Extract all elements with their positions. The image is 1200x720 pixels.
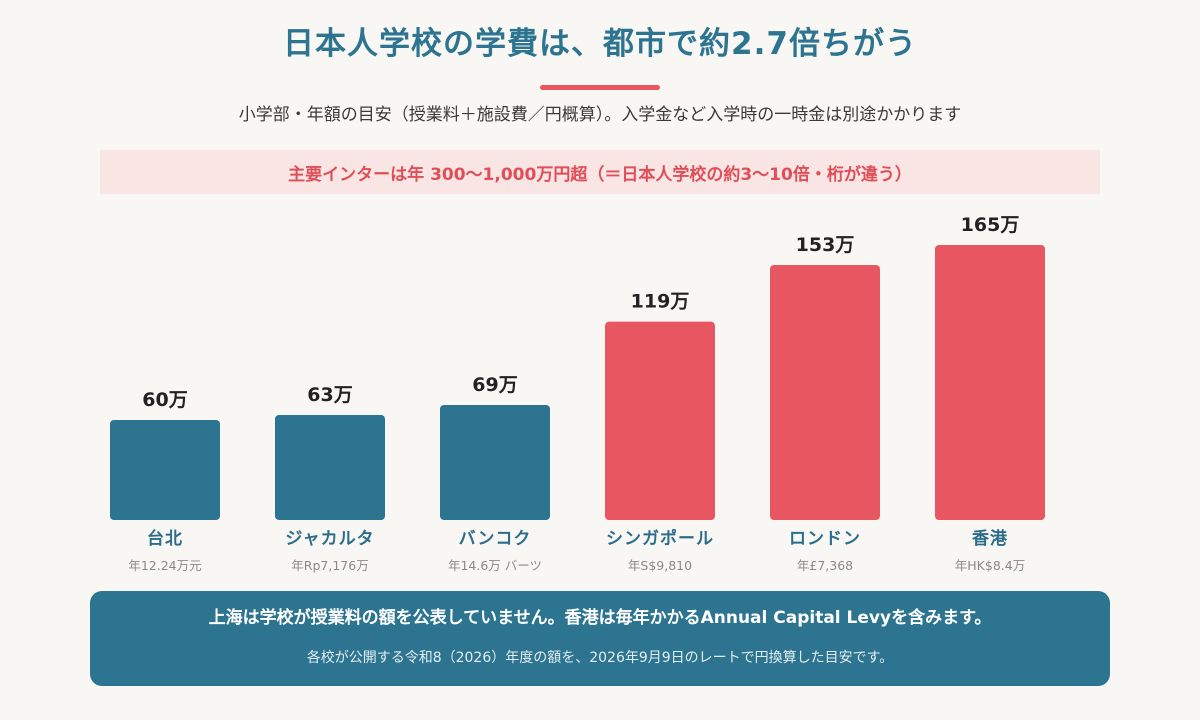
value-label-2: 63万: [307, 384, 352, 406]
chart-title: 日本人学校の学費は、都市で約2.7倍ちがう: [283, 26, 917, 62]
category-label-4: シンガポール: [606, 528, 714, 549]
bar-5: [770, 265, 880, 520]
footer-note-box: 上海は学校が授業料の額を公表していません。香港は毎年かかるAnnual Capi…: [90, 591, 1110, 686]
title-accent-line: [540, 85, 660, 90]
local-amount-5: 年£7,368: [797, 558, 853, 573]
value-label-6: 165万: [961, 214, 1020, 236]
category-label-5: ロンドン: [789, 529, 861, 549]
banner-text: 主要インターは年 300〜1,000万円超（＝日本人学校の約3〜10倍・桁が違う…: [288, 164, 912, 185]
highlight-banner: 主要インターは年 300〜1,000万円超（＝日本人学校の約3〜10倍・桁が違う…: [100, 150, 1100, 194]
category-label-3: バンコク: [459, 529, 532, 549]
bar-6: [935, 245, 1045, 520]
value-label-5: 153万: [796, 234, 855, 256]
footer-sub-note: 各校が公開する令和8（2026）年度の額を、2026年9月9日のレートで円換算し…: [306, 650, 894, 666]
bar-4: [605, 321, 715, 520]
bar-1: [110, 420, 220, 520]
bar-3: [440, 405, 550, 520]
local-amount-2: 年Rp7,176万: [291, 558, 368, 573]
local-amount-4: 年S$9,810: [628, 558, 692, 573]
bar-2: [275, 415, 385, 520]
footer-main-note: 上海は学校が授業料の額を公表していません。香港は毎年かかるAnnual Capi…: [208, 608, 992, 628]
local-amount-6: 年HK$8.4万: [955, 558, 1025, 573]
chart-subtitle: 小学部・年額の目安（授業料＋施設費／円概算）。入学金など入学時の一時金は別途かか…: [238, 105, 962, 125]
value-label-4: 119万: [631, 291, 690, 313]
value-label-1: 60万: [142, 389, 187, 411]
category-label-6: 香港: [972, 528, 1008, 549]
local-amount-3: 年14.6万 バーツ: [448, 558, 542, 573]
value-label-3: 69万: [472, 374, 517, 396]
category-label-2: ジャカルタ: [285, 529, 374, 549]
local-amount-1: 年12.24万元: [128, 558, 201, 573]
category-label-1: 台北: [147, 528, 183, 549]
